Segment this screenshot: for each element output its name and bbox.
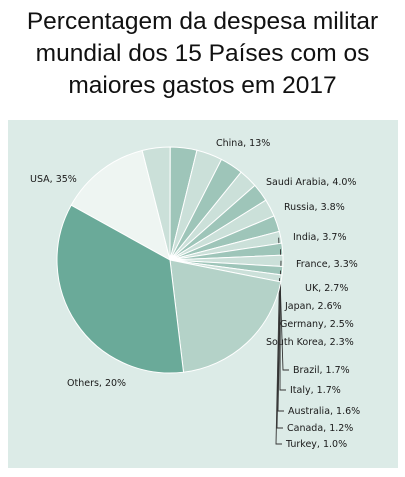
- data-label-south-korea: South Korea, 2.3%: [266, 337, 354, 348]
- pie-slice-china: [70, 149, 171, 261]
- data-label-russia: Russia, 3.8%: [284, 202, 345, 213]
- data-label-brazil: Brazil, 1.7%: [293, 365, 350, 376]
- data-label-turkey: Turkey, 1.0%: [285, 439, 347, 450]
- data-label-canada: Canada, 1.2%: [287, 423, 353, 434]
- data-label-saudi-arabia: Saudi Arabia, 4.0%: [266, 177, 356, 188]
- data-label-usa: USA, 35%: [30, 174, 77, 185]
- pie-slice-others: [169, 259, 282, 373]
- data-label-australia: Australia, 1.6%: [288, 406, 360, 417]
- title-line-3: maiores gastos em 2017: [68, 72, 337, 99]
- pie-slice-usa: [56, 204, 185, 374]
- chart-title: Percentagem da despesa militar mundial d…: [0, 6, 405, 102]
- data-label-germany: Germany, 2.5%: [280, 319, 354, 330]
- data-label-uk: UK, 2.7%: [305, 283, 348, 294]
- leader-line-turkey: [275, 278, 282, 445]
- data-label-japan: Japan, 2.6%: [284, 301, 342, 312]
- data-label-china: China, 13%: [216, 138, 270, 149]
- data-label-france: France, 3.3%: [296, 259, 358, 270]
- data-label-india: India, 3.7%: [293, 232, 347, 243]
- title-line-1: Percentagem da despesa militar: [26, 8, 379, 35]
- data-label-others: Others, 20%: [67, 378, 126, 389]
- leader-line-canada: [276, 270, 283, 429]
- data-label-italy: Italy, 1.7%: [290, 385, 341, 396]
- title-line-2: mundial dos 15 Países com os: [35, 40, 370, 67]
